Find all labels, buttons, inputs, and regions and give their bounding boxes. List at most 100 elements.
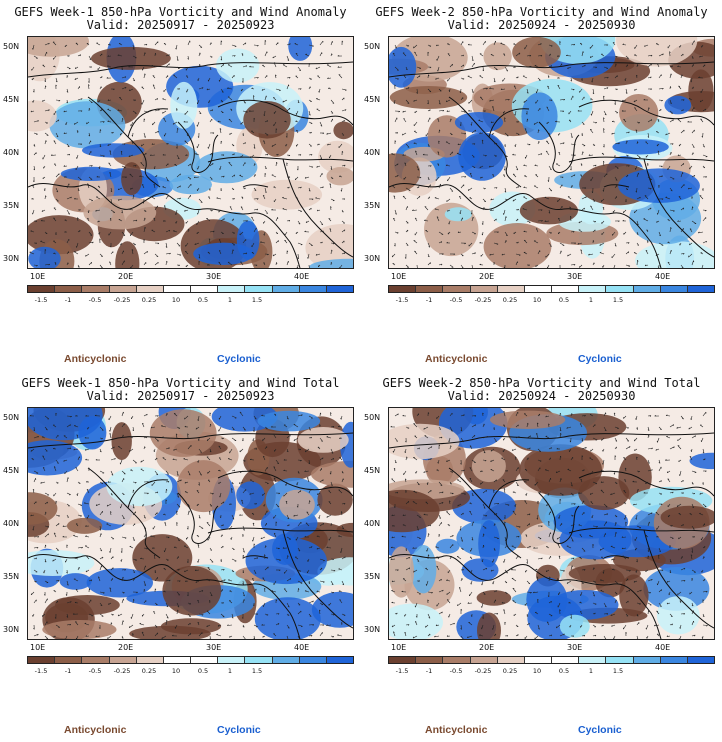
- wind-arrow-head: [691, 578, 694, 580]
- wind-arrow-head: [260, 537, 262, 540]
- wind-arrow: [231, 249, 234, 255]
- wind-arrow-head: [243, 551, 245, 553]
- wind-arrow-head: [252, 439, 254, 442]
- wind-arrow: [308, 415, 313, 419]
- wind-arrow: [66, 143, 70, 147]
- vorticity-shading: [86, 568, 153, 598]
- colorbar-label: -0.25: [113, 296, 131, 304]
- wind-arrow: [635, 415, 638, 420]
- wind-arrow-head: [413, 100, 415, 102]
- coastline: [578, 470, 714, 497]
- wind-arrow-head: [285, 500, 288, 503]
- wind-arrow: [196, 143, 200, 149]
- wind-arrow: [570, 492, 574, 496]
- wind-arrow-head: [293, 439, 295, 441]
- wind-arrow: [535, 228, 539, 233]
- vorticity-shading: [489, 410, 566, 429]
- wind-arrow: [667, 503, 671, 508]
- wind-arrow: [658, 74, 662, 79]
- wind-arrow-head: [166, 260, 168, 263]
- wind-arrow: [603, 110, 607, 116]
- wind-arrow-head: [628, 131, 630, 134]
- wind-arrow: [482, 436, 488, 439]
- wind-arrow: [635, 165, 638, 170]
- vorticity-shading: [389, 546, 415, 598]
- wind-arrow: [603, 412, 606, 417]
- wind-arrow: [218, 426, 222, 432]
- wind-arrow: [544, 197, 550, 200]
- wind-arrow-head: [178, 88, 180, 90]
- latitude-label: 30N: [3, 625, 20, 634]
- wind-arrow-head: [461, 540, 463, 542]
- wind-arrow: [515, 535, 520, 538]
- wind-arrow: [669, 73, 672, 79]
- wind-arrow-head: [85, 570, 87, 573]
- wind-arrow-head: [262, 635, 264, 638]
- wind-arrow-head: [457, 143, 460, 145]
- colorbar-label: 0.25: [502, 296, 518, 304]
- wind-arrow: [55, 514, 60, 517]
- wind-arrow: [319, 457, 324, 461]
- wind-arrow-head: [128, 208, 131, 210]
- wind-arrow: [143, 227, 146, 233]
- wind-arrow-head: [167, 536, 170, 539]
- wind-arrow-head: [288, 220, 291, 222]
- wind-arrow: [261, 88, 266, 91]
- wind-arrow: [308, 143, 312, 147]
- wind-arrow-head: [655, 448, 657, 451]
- wind-arrow: [264, 95, 267, 101]
- wind-arrow: [176, 185, 181, 189]
- wind-arrow-head: [637, 260, 639, 262]
- wind-arrow: [405, 87, 410, 90]
- wind-arrow: [460, 64, 464, 68]
- wind-arrow-head: [199, 112, 202, 114]
- vorticity-shading: [317, 483, 353, 516]
- wind-arrow: [702, 411, 707, 417]
- wind-arrow: [130, 264, 134, 268]
- wind-arrow: [273, 62, 277, 68]
- wind-arrow: [154, 261, 159, 266]
- wind-arrow: [109, 150, 112, 156]
- wind-arrow: [231, 55, 236, 57]
- wind-arrow-head: [242, 571, 244, 574]
- wind-arrow-head: [590, 205, 592, 207]
- wind-arrow: [341, 580, 345, 586]
- wind-arrow-head: [179, 197, 181, 200]
- wind-arrow-head: [89, 58, 92, 60]
- wind-arrow-head: [634, 107, 636, 109]
- wind-arrow: [592, 88, 595, 94]
- wind-arrow-head: [405, 440, 407, 443]
- wind-arrow: [253, 415, 257, 420]
- wind-arrow-head: [310, 154, 313, 156]
- wind-arrow: [613, 412, 616, 417]
- wind-arrow: [402, 110, 407, 113]
- wind-arrow-head: [581, 440, 584, 442]
- wind-arrow-head: [412, 209, 414, 211]
- wind-arrow-head: [670, 86, 672, 88]
- wind-arrow-head: [338, 425, 340, 427]
- wind-arrow-head: [500, 88, 503, 90]
- longitude-label: 10E: [30, 643, 46, 652]
- wind-arrow: [88, 140, 91, 145]
- wind-arrow-head: [187, 433, 189, 436]
- wind-arrow-head: [29, 414, 32, 417]
- wind-arrow: [219, 415, 222, 420]
- wind-arrow-head: [479, 263, 482, 265]
- wind-arrow: [119, 97, 123, 101]
- wind-arrow-head: [66, 101, 68, 104]
- wind-arrow: [319, 186, 324, 189]
- wind-arrow-head: [625, 521, 627, 524]
- wind-arrow-head: [622, 43, 625, 45]
- wind-arrow-head: [64, 176, 66, 178]
- wind-arrow-head: [558, 555, 561, 558]
- wind-arrow: [338, 535, 343, 538]
- wind-arrow: [88, 579, 93, 582]
- wind-arrow: [197, 558, 200, 563]
- vorticity-shading: [28, 37, 90, 57]
- wind-arrow-head: [427, 412, 430, 414]
- wind-arrow: [612, 231, 616, 236]
- wind-arrow-head: [299, 449, 302, 451]
- wind-arrow-head: [150, 154, 152, 156]
- wind-arrow-head: [546, 504, 548, 506]
- wind-arrow: [63, 132, 68, 134]
